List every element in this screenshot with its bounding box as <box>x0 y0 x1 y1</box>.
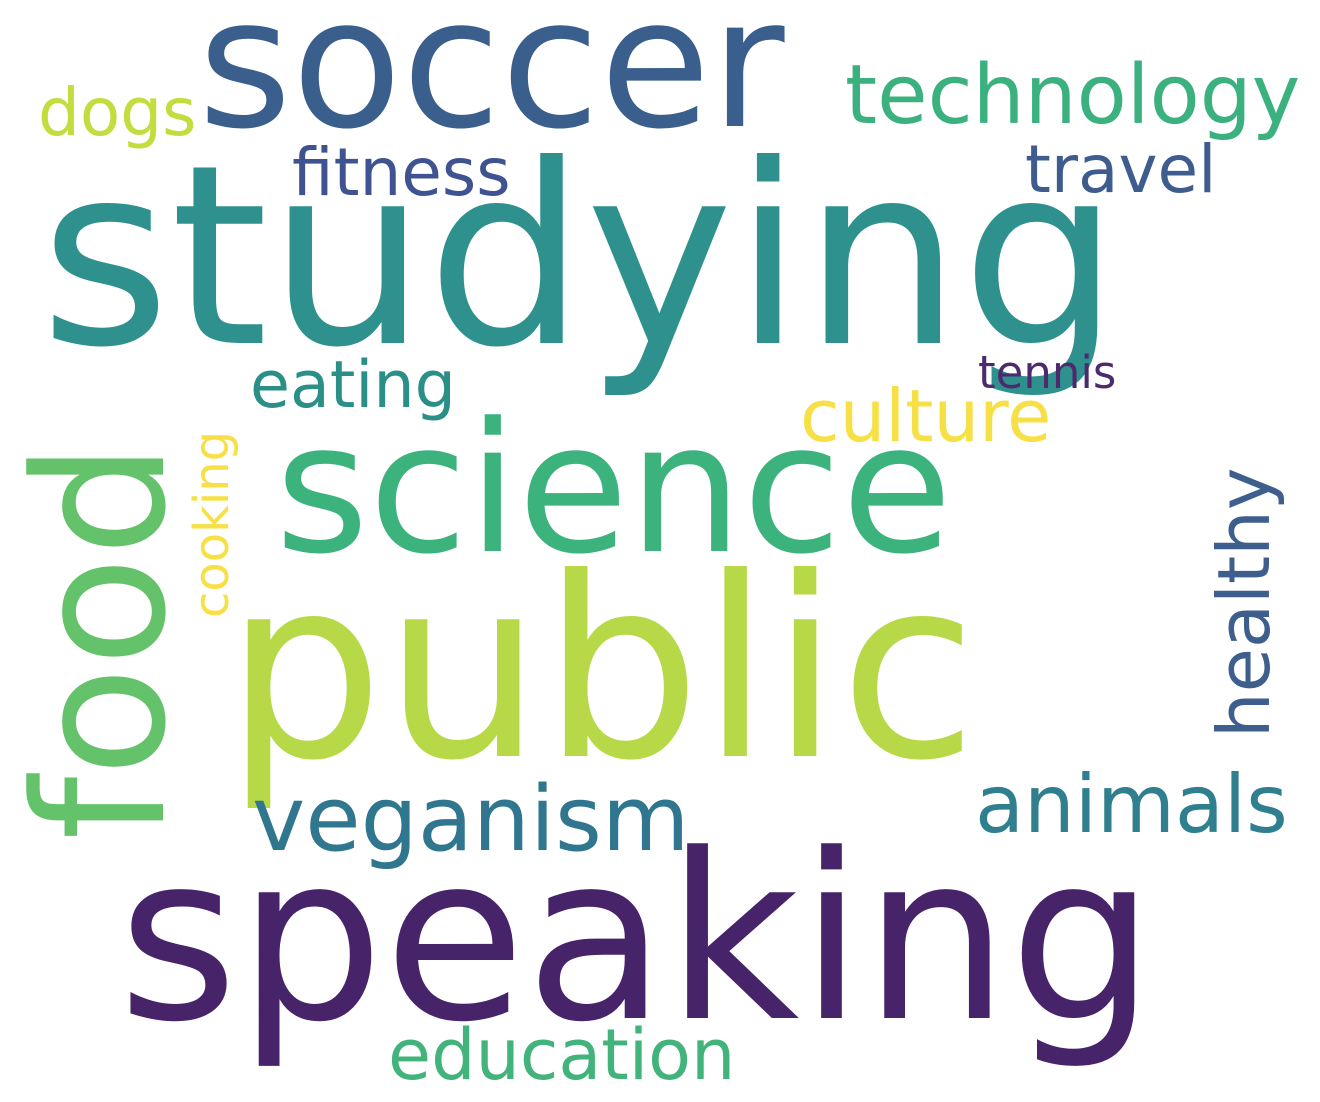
word-public: public <box>225 524 978 815</box>
word-culture: culture <box>800 374 1052 458</box>
word-veganism: veganism <box>252 767 690 872</box>
word-animals: animals <box>975 758 1288 851</box>
word-cooking: cooking <box>184 430 240 618</box>
word-speaking: speaking <box>118 806 1156 1073</box>
word-healthy: healthy <box>1202 467 1286 738</box>
word-soccer: soccer <box>198 0 785 169</box>
word-dogs: dogs <box>38 74 197 151</box>
word-travel: travel <box>1025 131 1217 208</box>
word-science: science <box>275 385 953 594</box>
word-eating: eating <box>250 348 456 423</box>
word-food: food <box>0 442 206 840</box>
word-tennis: tennis <box>978 346 1117 399</box>
word-technology: technology <box>845 48 1301 143</box>
word-fitness: fitness <box>292 134 511 211</box>
word-studying: studying <box>40 111 1120 402</box>
word-education: education <box>388 1014 736 1096</box>
